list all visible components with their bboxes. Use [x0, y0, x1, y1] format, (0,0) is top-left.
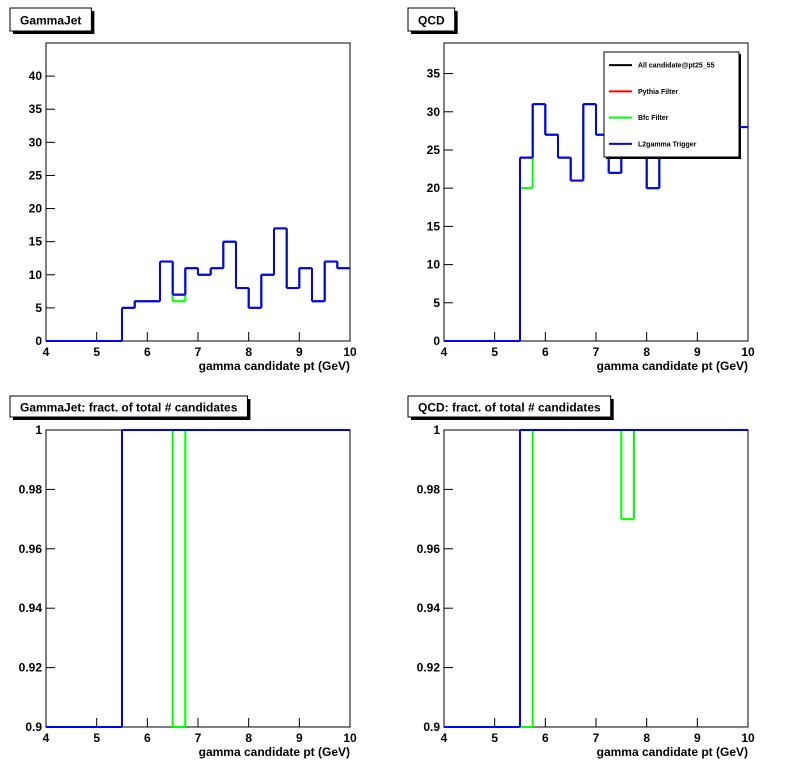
y-tick-label: 5	[35, 301, 42, 315]
y-tick-label: 40	[29, 69, 43, 83]
y-tick-label: 5	[433, 296, 440, 310]
y-tick-label: 15	[427, 219, 441, 233]
y-tick-label: 0.94	[417, 601, 441, 615]
chart-title: GammaJet: fract. of total # candidates	[20, 401, 238, 415]
y-tick-label: 20	[427, 181, 441, 195]
y-tick-label: 0	[35, 334, 42, 348]
x-tick-label: 8	[643, 731, 650, 745]
x-tick-label: 6	[542, 731, 549, 745]
y-tick-label: 1	[35, 423, 42, 437]
histogram-series	[46, 429, 350, 728]
x-tick-label: 9	[296, 731, 303, 745]
y-tick-label: 20	[29, 202, 43, 216]
y-tick-label: 30	[427, 105, 441, 119]
legend-label: Bfc Filter	[638, 115, 669, 122]
frame	[45, 429, 351, 728]
x-tick-label: 5	[491, 731, 498, 745]
x-axis-label: gamma candidate pt (GeV)	[597, 745, 748, 759]
x-tick-label: 4	[441, 731, 448, 745]
y-tick-label: 0.9	[423, 720, 440, 734]
y-tick-label: 0.9	[25, 720, 42, 734]
x-tick-label: 4	[43, 345, 50, 359]
y-tick-label: 0.96	[417, 542, 441, 556]
title-box: GammaJet	[9, 7, 95, 34]
x-tick-label: 9	[694, 731, 701, 745]
x-tick-label: 7	[195, 345, 202, 359]
x-tick-label: 6	[144, 731, 151, 745]
x-tick-label: 10	[343, 345, 357, 359]
y-tick-label: 0.98	[417, 482, 441, 496]
legend-label: All candidate@pt25_55	[638, 63, 715, 70]
x-tick-label: 5	[93, 345, 100, 359]
x-tick-label: 9	[296, 345, 303, 359]
x-tick-label: 8	[245, 731, 252, 745]
y-tick-label: 0.92	[417, 661, 441, 675]
y-tick-label: 25	[427, 143, 441, 157]
y-tick-label: 10	[29, 268, 43, 282]
x-axis-label: gamma candidate pt (GeV)	[597, 359, 748, 373]
legend-label: Pythia Filter	[638, 89, 678, 96]
title-frame	[407, 395, 612, 418]
y-tick-label: 10	[427, 258, 441, 272]
y-tick-label: 0.96	[19, 542, 43, 556]
x-tick-label: 9	[694, 345, 701, 359]
x-tick-label: 8	[643, 345, 650, 359]
x-tick-label: 4	[43, 731, 50, 745]
frame	[443, 429, 749, 728]
x-tick-label: 6	[144, 345, 151, 359]
title-box: QCD: fract. of total # candidates	[407, 395, 614, 420]
y-tick-label: 35	[427, 67, 441, 81]
legend-label: L2gamma Trigger	[638, 141, 697, 148]
x-tick-label: 10	[741, 345, 755, 359]
x-tick-label: 6	[542, 345, 549, 359]
title-box: QCD	[407, 7, 458, 34]
y-tick-label: 25	[29, 168, 43, 182]
title-box: GammaJet: fract. of total # candidates	[9, 395, 251, 420]
y-tick-label: 0.92	[19, 661, 43, 675]
histogram-series	[46, 227, 350, 342]
title-frame	[9, 7, 92, 32]
histogram-series	[444, 429, 748, 728]
y-tick-label: 1	[433, 423, 440, 437]
x-tick-label: 7	[593, 345, 600, 359]
legend-frame	[603, 51, 740, 158]
x-tick-label: 5	[93, 731, 100, 745]
y-tick-label: 15	[29, 235, 43, 249]
y-tick-label: 0	[433, 334, 440, 348]
x-tick-label: 10	[343, 731, 357, 745]
y-tick-label: 0.98	[19, 482, 43, 496]
x-tick-label: 7	[593, 731, 600, 745]
y-tick-label: 30	[29, 135, 43, 149]
legend: All candidate@pt25_55 Pythia Filter Bfc Fi…	[603, 51, 741, 159]
y-tick-label: 0.94	[19, 601, 43, 615]
chart-title: QCD	[418, 14, 445, 28]
x-axis-label: gamma candidate pt (GeV)	[199, 745, 350, 759]
title-frame	[407, 7, 456, 32]
x-tick-label: 5	[491, 345, 498, 359]
frame	[45, 42, 351, 342]
y-tick-label: 35	[29, 102, 43, 116]
x-axis-label: gamma candidate pt (GeV)	[199, 359, 350, 373]
x-tick-label: 10	[741, 731, 755, 745]
x-tick-label: 8	[245, 345, 252, 359]
chart-title: GammaJet	[20, 14, 81, 28]
x-tick-label: 7	[195, 731, 202, 745]
title-frame	[9, 395, 248, 418]
x-tick-label: 4	[441, 345, 448, 359]
chart-title: QCD: fract. of total # candidates	[418, 401, 601, 415]
